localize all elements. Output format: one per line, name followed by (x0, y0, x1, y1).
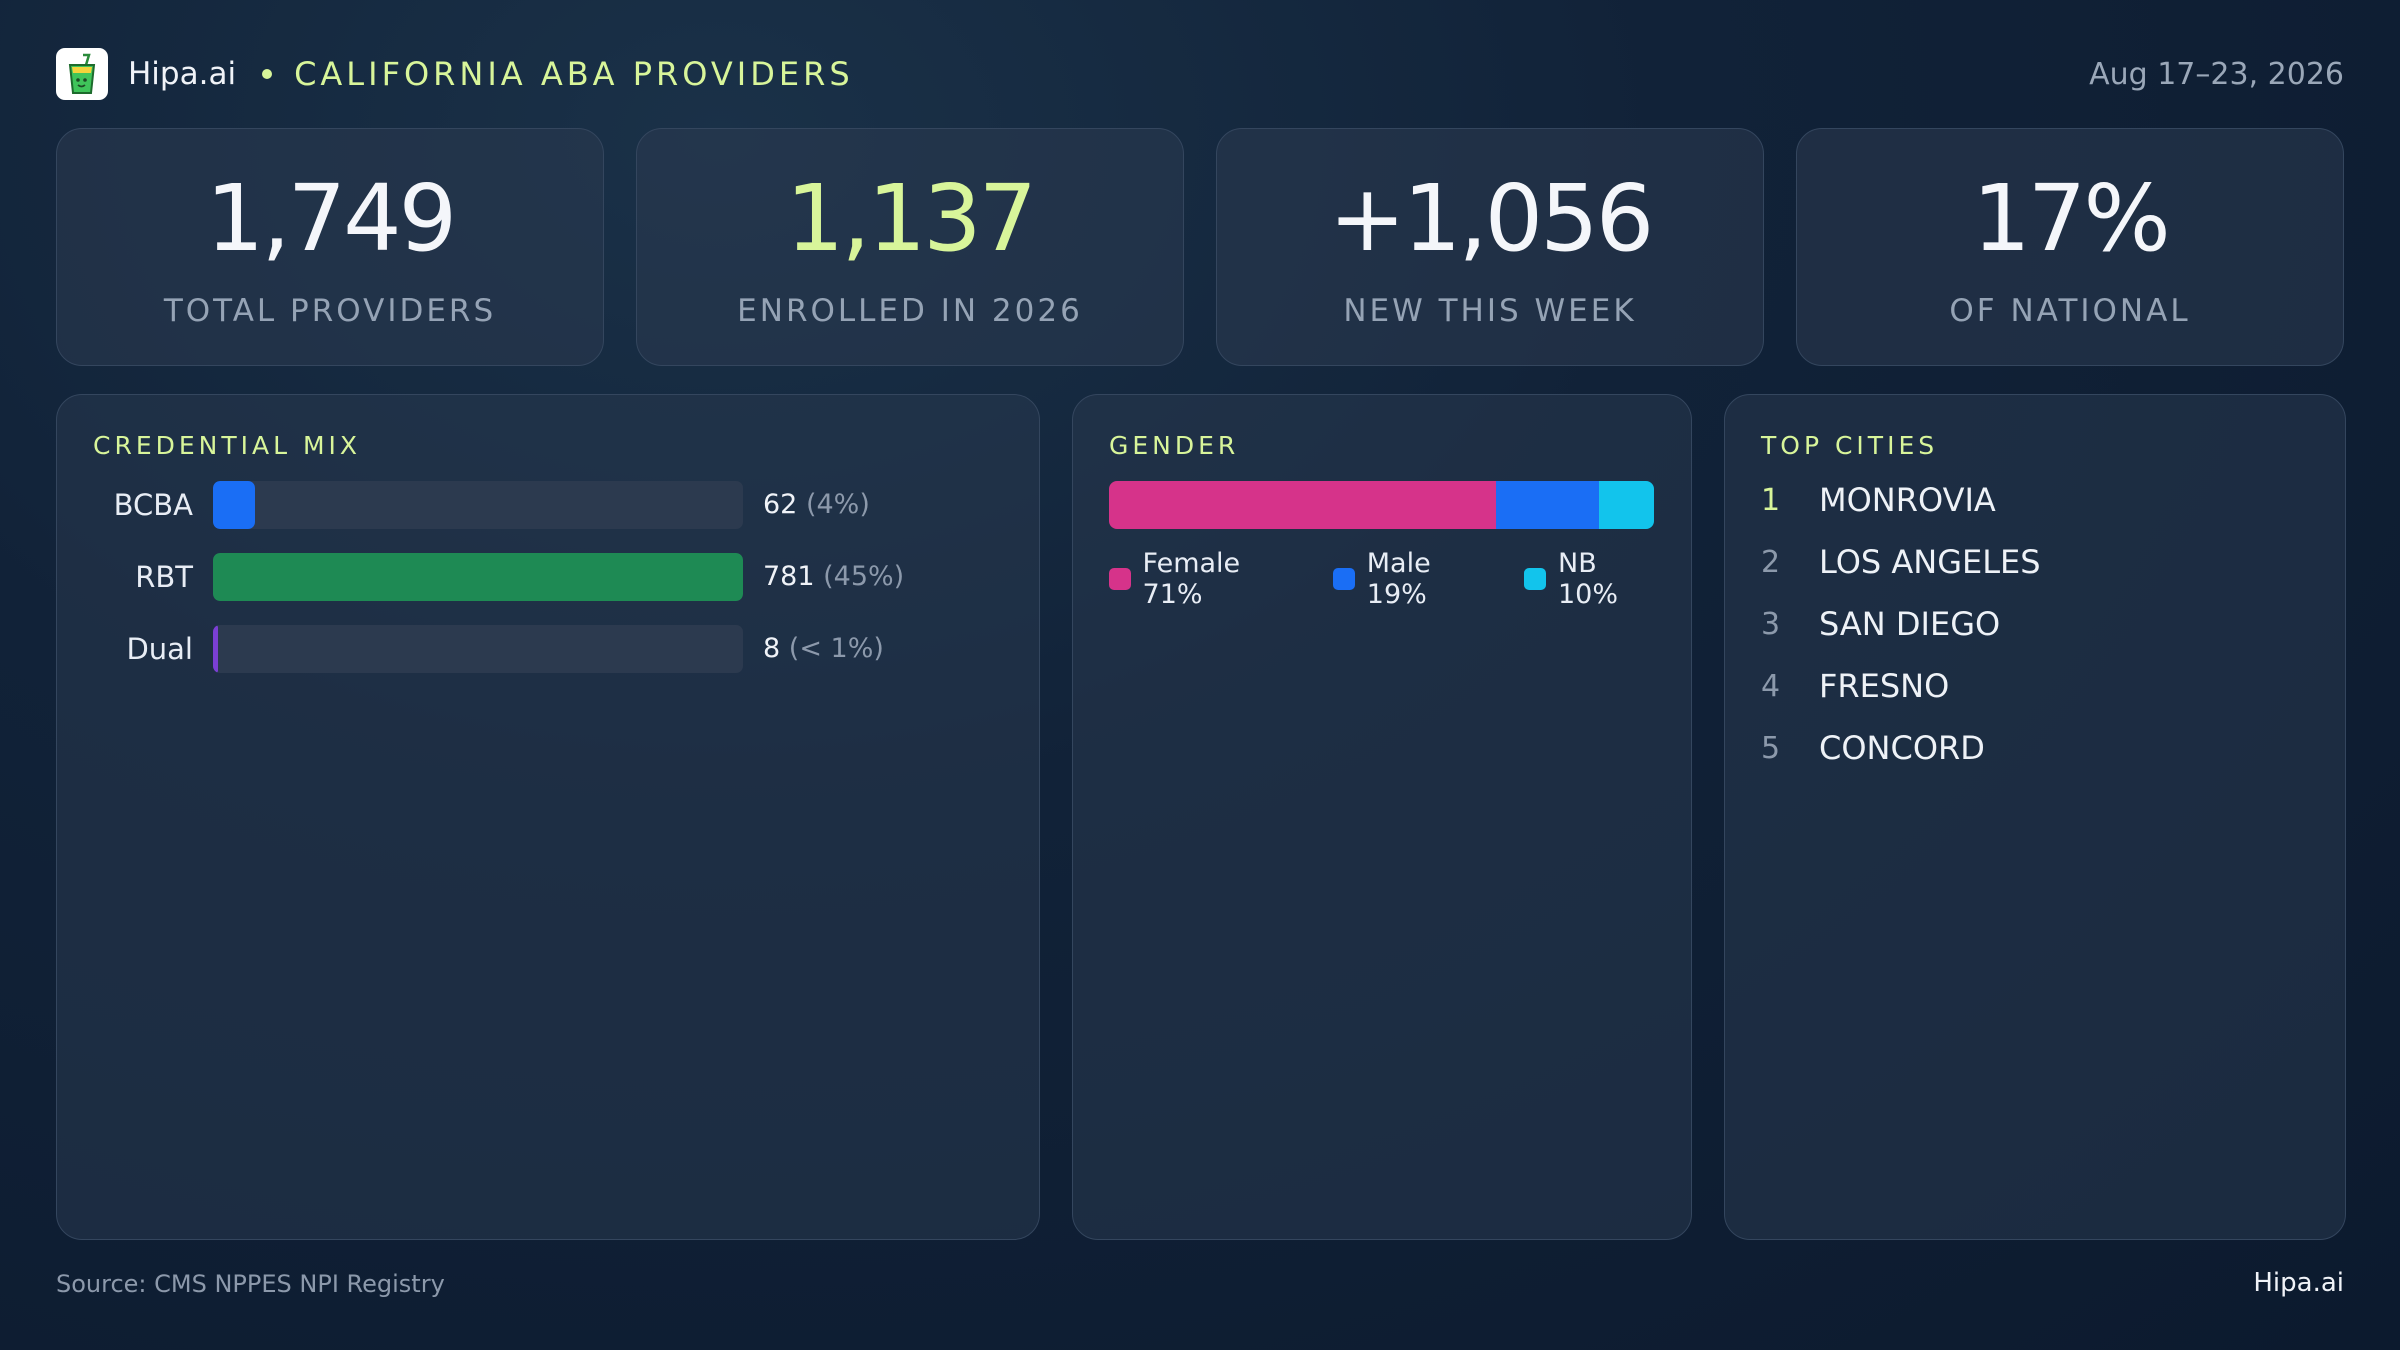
stat-label: NEW THIS WEEK (1343, 293, 1637, 329)
header: Hipa.ai CALIFORNIA ABA PROVIDERS Aug 17–… (56, 46, 2344, 102)
stat-card-new-this-week: +1,056 NEW THIS WEEK (1216, 128, 1764, 366)
city-row: 4 FRESNO (1761, 661, 1949, 711)
city-name: LOS ANGELES (1819, 543, 2041, 581)
bar-bcba (213, 481, 255, 529)
stat-value: 1,749 (205, 165, 457, 272)
bar-track (213, 625, 743, 673)
footer-brand: Hipa.ai (2253, 1268, 2344, 1298)
logo (56, 48, 108, 100)
city-row: 3 SAN DIEGO (1761, 599, 2000, 649)
city-rank: 5 (1761, 730, 1781, 766)
city-rank: 2 (1761, 544, 1781, 580)
city-rank: 3 (1761, 606, 1781, 642)
bar-rbt (213, 553, 743, 601)
legend-item-male: Male 19% (1333, 548, 1496, 610)
city-row: 5 CONCORD (1761, 723, 1985, 773)
stat-value: 1,137 (785, 165, 1037, 272)
credential-row-bcba: BCBA 62 (4%) (57, 481, 1039, 529)
gender-legend: Female 71% Male 19% NB 10% (1109, 548, 1691, 610)
city-row: 1 MONROVIA (1761, 475, 1996, 525)
bar-percent: (45%) (823, 561, 905, 592)
panel-title: TOP CITIES (1761, 431, 1939, 460)
legend-label: Male 19% (1366, 548, 1431, 610)
bar-percent: (4%) (805, 489, 870, 520)
date-range: Aug 17–23, 2026 (2089, 56, 2344, 92)
legend-swatch (1524, 568, 1546, 590)
gender-stacked-bar (1109, 481, 1654, 529)
credential-row-dual: Dual 8 (< 1%) (57, 625, 1039, 673)
gender-segment-nb (1599, 481, 1654, 529)
city-name: CONCORD (1819, 729, 1985, 767)
bar-value-label: 8 (< 1%) (763, 625, 884, 673)
gender-panel: GENDER Female 71% Male 19% NB 10% (1072, 394, 1692, 1240)
bar-count: 62 (763, 489, 798, 520)
stat-card-of-national: 17% OF NATIONAL (1796, 128, 2344, 366)
gender-segment-male (1495, 481, 1600, 529)
bar-category-label: RBT (135, 560, 193, 594)
bar-dual (213, 625, 219, 673)
gender-segment-female (1109, 481, 1496, 529)
bar-track (213, 553, 743, 601)
city-rank: 4 (1761, 668, 1781, 704)
bar-track (213, 481, 743, 529)
stat-label: OF NATIONAL (1949, 293, 2191, 329)
legend-label: Female 71% (1142, 548, 1241, 610)
credential-mix-panel: CREDENTIAL MIX BCBA 62 (4%) RBT 781 (45%) Du… (56, 394, 1040, 1240)
drink-cup-icon (68, 53, 96, 94)
stat-value: 17% (1972, 165, 2170, 272)
legend-item-nb: NB 10% (1524, 548, 1663, 610)
bar-value-label: 62 (4%) (763, 481, 870, 529)
bar-category-label: BCBA (113, 488, 193, 522)
city-rank: 1 (1761, 482, 1781, 518)
top-cities-panel: TOP CITIES 1 MONROVIA 2 LOS ANGELES 3 SAN DIE… (1724, 394, 2346, 1240)
legend-swatch (1333, 568, 1355, 590)
stat-label: TOTAL PROVIDERS (163, 293, 497, 329)
brand-name: Hipa.ai (128, 56, 237, 92)
city-name: FRESNO (1819, 667, 1950, 705)
city-name: MONROVIA (1819, 481, 1996, 519)
panel-title: GENDER (1109, 431, 1240, 460)
bar-category-label: Dual (126, 632, 193, 666)
legend-item-female: Female 71% (1109, 548, 1305, 610)
stat-label: ENROLLED IN 2026 (737, 293, 1083, 329)
bar-percent: (< 1%) (788, 633, 884, 664)
panel-title: CREDENTIAL MIX (93, 431, 362, 460)
bar-count: 8 (763, 633, 781, 664)
bar-count: 781 (763, 561, 815, 592)
stat-value: +1,056 (1328, 165, 1654, 272)
stat-card-total-providers: 1,749 TOTAL PROVIDERS (56, 128, 604, 366)
source-note: Source: CMS NPPES NPI Registry (56, 1270, 445, 1298)
credential-row-rbt: RBT 781 (45%) (57, 553, 1039, 601)
separator-dot (262, 69, 273, 79)
stat-card-enrolled: 1,137 ENROLLED IN 2026 (636, 128, 1184, 366)
dashboard-title: CALIFORNIA ABA PROVIDERS (294, 55, 854, 93)
city-row: 2 LOS ANGELES (1761, 537, 2041, 587)
legend-label: NB 10% (1558, 548, 1619, 610)
city-name: SAN DIEGO (1819, 605, 2001, 643)
legend-swatch (1109, 568, 1131, 590)
bar-value-label: 781 (45%) (763, 553, 904, 601)
